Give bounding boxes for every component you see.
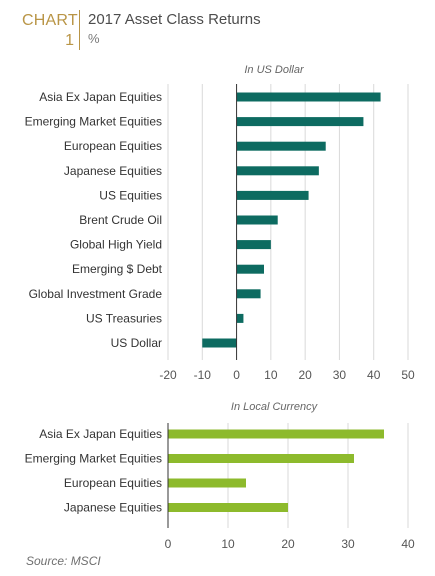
source-note: Source: MSCI <box>26 554 101 568</box>
category-label-usd: US Treasuries <box>86 311 162 325</box>
bar-usd <box>236 117 364 127</box>
chart-title: 2017 Asset Class Returns <box>88 11 261 28</box>
panel-title-local: In Local Currency <box>231 401 319 413</box>
category-label-local: Emerging Market Equities <box>25 452 162 466</box>
bar-local <box>168 429 384 439</box>
bar-usd <box>236 141 326 151</box>
panel-title-usd: In US Dollar <box>244 64 305 76</box>
category-label-usd: Global High Yield <box>70 238 162 252</box>
tick-label-usd: -10 <box>194 368 212 382</box>
bar-usd <box>236 92 381 102</box>
category-label-usd: Japanese Equities <box>64 164 162 178</box>
tick-label-local: 30 <box>341 537 355 551</box>
bar-usd <box>236 240 271 250</box>
bar-usd <box>202 338 237 348</box>
category-label-usd: Emerging Market Equities <box>25 115 162 129</box>
tick-label-usd: 10 <box>264 368 278 382</box>
tick-label-local: 20 <box>281 537 295 551</box>
tick-label-usd: 30 <box>333 368 347 382</box>
bar-usd <box>236 215 278 225</box>
tick-label-usd: 0 <box>233 368 240 382</box>
category-label-usd: Asia Ex Japan Equities <box>39 90 162 104</box>
category-label-local: European Equities <box>64 476 162 490</box>
category-label-local: Asia Ex Japan Equities <box>39 427 162 441</box>
bar-usd <box>236 264 264 274</box>
tick-label-local: 0 <box>165 537 172 551</box>
bar-local <box>168 454 354 463</box>
bar-local <box>168 478 246 488</box>
bar-usd <box>236 313 244 323</box>
chart-tag: CHART <box>22 12 78 29</box>
tick-label-usd: -20 <box>159 368 177 382</box>
category-label-usd: Brent Crude Oil <box>79 213 162 227</box>
category-label-usd: Global Investment Grade <box>29 287 163 301</box>
category-label-usd: Emerging $ Debt <box>72 262 163 276</box>
category-label-usd: European Equities <box>64 139 162 153</box>
header-divider <box>79 10 80 50</box>
bar-usd <box>236 289 261 299</box>
tick-label-usd: 20 <box>298 368 312 382</box>
chart-number: 1 <box>65 32 74 49</box>
bar-usd <box>236 190 309 200</box>
chart-subtitle: % <box>88 31 100 46</box>
chart-header: CHART 1 2017 Asset Class Returns % <box>0 0 435 56</box>
tick-label-usd: 40 <box>367 368 381 382</box>
category-label-usd: US Equities <box>99 188 162 202</box>
category-label-local: Japanese Equities <box>64 501 162 515</box>
tick-label-usd: 50 <box>401 368 415 382</box>
tick-label-local: 40 <box>401 537 415 551</box>
tick-label-local: 10 <box>221 537 235 551</box>
bar-local <box>168 503 288 512</box>
category-label-usd: US Dollar <box>111 336 162 350</box>
bar-usd <box>236 166 319 176</box>
